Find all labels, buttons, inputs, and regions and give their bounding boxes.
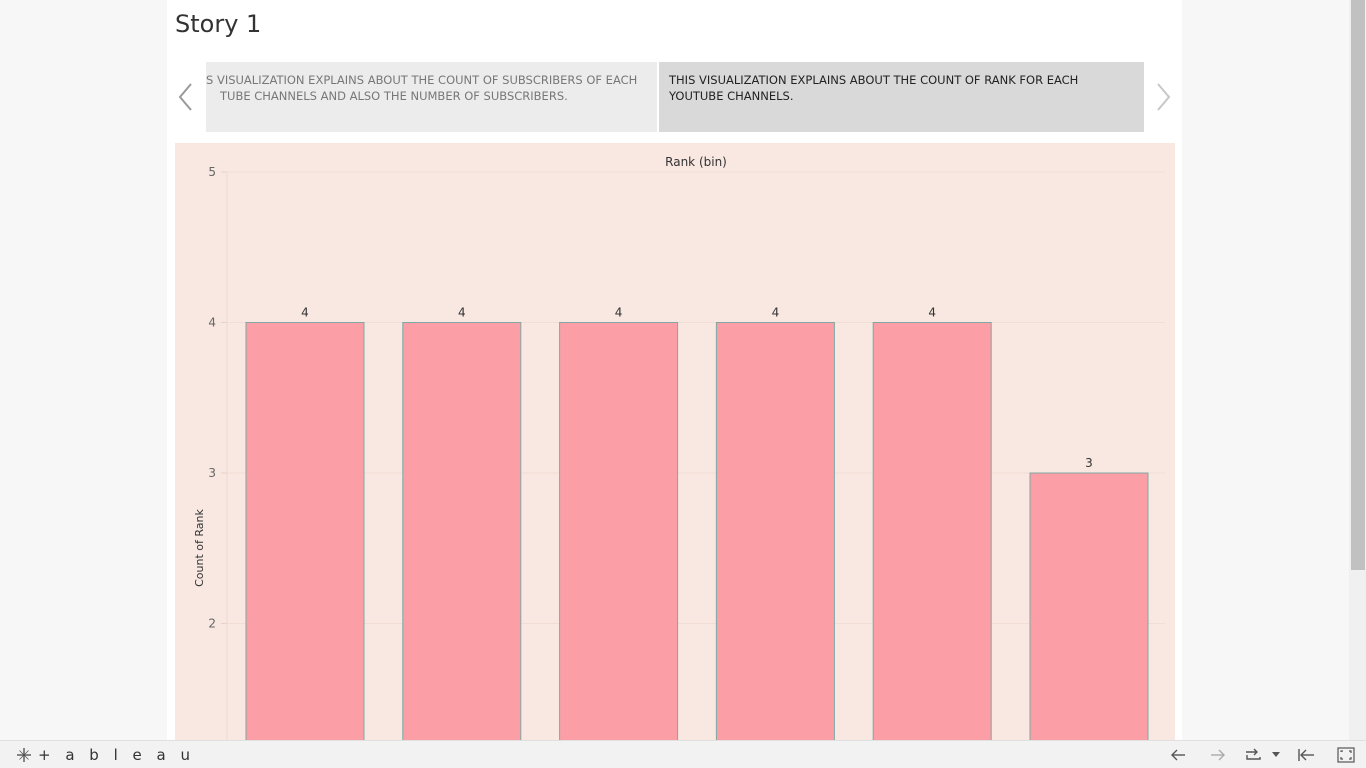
y-axis-label: Count of Rank [193, 508, 206, 586]
bar-value-label: 4 [928, 306, 936, 320]
chevron-left-icon [178, 83, 192, 111]
fullscreen-icon [1337, 747, 1355, 763]
chart-area: 5 4 3 2 Rank (bin) Count of Rank 4 4 4 4 4 3 [175, 143, 1175, 740]
fullscreen-button[interactable] [1336, 745, 1356, 765]
bar[interactable] [872, 322, 992, 741]
story-point-2[interactable]: THIS VISUALIZATION EXPLAINS ABOUT THE CO… [659, 62, 1144, 132]
redo-icon [1211, 749, 1225, 761]
tableau-logo-icon [17, 748, 31, 762]
scrollbar-thumb[interactable] [1351, 0, 1365, 570]
bar-value-label: 4 [772, 306, 780, 320]
back-to-start-button[interactable] [1296, 745, 1316, 765]
bar[interactable] [245, 322, 365, 741]
y-tick-label: 5 [208, 165, 216, 179]
undo-button[interactable] [1168, 745, 1188, 765]
bar-value-label: 4 [615, 306, 623, 320]
revert-dropdown-icon [1272, 752, 1280, 757]
next-story-point-button[interactable] [1151, 80, 1175, 114]
y-tick-label: 3 [208, 466, 216, 480]
previous-story-point-button[interactable] [174, 80, 198, 114]
revert-icon [1246, 748, 1261, 760]
story-point-1-text: S VISUALIZATION EXPLAINS ABOUT THE COUNT… [206, 73, 638, 103]
story-page: Story 1 S VISUALIZATION EXPLAINS ABOUT T… [167, 0, 1182, 740]
y-tick-label: 2 [208, 617, 216, 631]
revert-dropdown-button[interactable] [1269, 745, 1283, 765]
bar[interactable] [559, 322, 679, 741]
bar-value-label: 3 [1085, 456, 1093, 470]
redo-button[interactable] [1208, 745, 1228, 765]
bar-value-label: 4 [301, 306, 309, 320]
chevron-right-icon [1157, 83, 1171, 111]
bar-chart: 5 4 3 2 Rank (bin) Count of Rank 4 4 4 4 4 3 [193, 155, 1165, 741]
story-title: Story 1 [175, 10, 262, 38]
y-tick-label: 4 [208, 316, 216, 330]
story-point-1[interactable]: S VISUALIZATION EXPLAINS ABOUT THE COUNT… [206, 62, 657, 132]
bar[interactable] [402, 322, 522, 741]
bar[interactable] [1029, 472, 1149, 740]
tableau-logo-text: + a b l e a u [38, 746, 195, 764]
tableau-toolbar: + a b l e a u [0, 740, 1366, 768]
back-to-start-icon [1298, 749, 1314, 761]
revert-button[interactable] [1243, 745, 1263, 765]
undo-icon [1171, 749, 1185, 761]
tableau-logo[interactable]: + a b l e a u [16, 746, 195, 764]
story-point-2-text: THIS VISUALIZATION EXPLAINS ABOUT THE CO… [669, 73, 1079, 103]
bar-value-label: 4 [458, 306, 466, 320]
bar[interactable] [715, 322, 835, 741]
chart-title: Rank (bin) [665, 155, 727, 169]
